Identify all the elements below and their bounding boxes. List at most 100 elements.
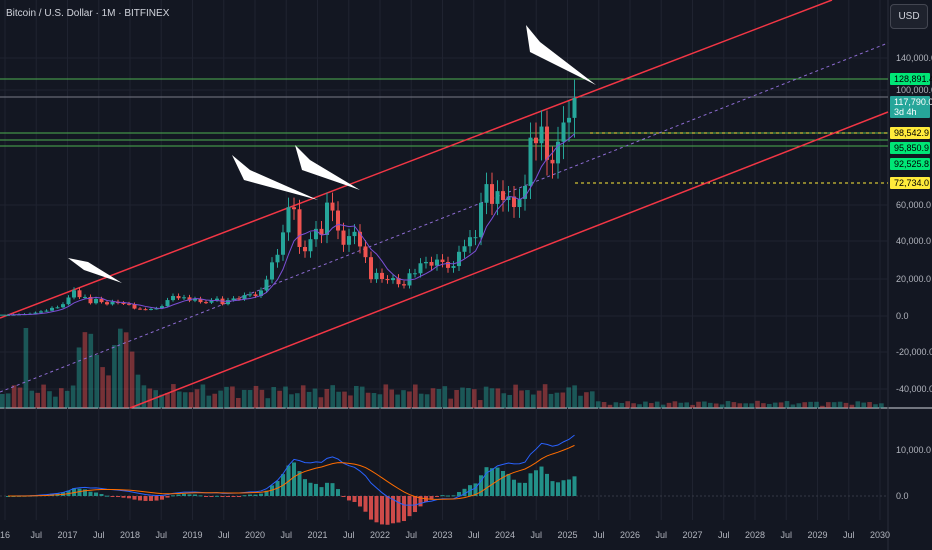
volume-bar — [147, 388, 153, 408]
volume-bar — [324, 389, 330, 408]
price-tag-label: 128,891.4 — [894, 74, 932, 84]
volume-bar — [466, 388, 471, 408]
macd-hist-bar — [336, 489, 340, 496]
volume-bar — [755, 400, 760, 408]
candle-body — [165, 300, 170, 307]
volume-bar — [607, 404, 613, 408]
candle-body — [495, 191, 500, 204]
candle-body — [358, 231, 362, 247]
volume-bar — [731, 402, 737, 408]
x-tick-label: Jul — [593, 530, 605, 540]
y-tick-label: 60,000.0 — [896, 200, 931, 210]
macd-hist-bar — [303, 479, 307, 496]
volume-bar — [460, 387, 465, 408]
volume-bar — [454, 389, 459, 408]
volume-bar — [418, 393, 424, 408]
candle-body — [325, 202, 329, 235]
volume-bar — [808, 401, 813, 408]
volume-bar — [690, 404, 695, 408]
volume-bar — [88, 333, 94, 408]
volume-bar — [737, 403, 743, 408]
volume-bar — [713, 403, 719, 408]
volume-bar — [318, 397, 324, 408]
macd-hist-bar — [374, 496, 379, 523]
macd-hist-bar — [121, 496, 126, 498]
volume-bar — [265, 398, 271, 408]
candle-body — [231, 298, 236, 301]
volume-bar — [336, 391, 341, 408]
x-tick-label: Jul — [30, 530, 42, 540]
candle-body — [154, 308, 159, 310]
macd-hist-bar — [556, 482, 560, 496]
candle-body — [567, 117, 571, 123]
candle-body — [319, 228, 324, 235]
candle-body — [66, 297, 71, 305]
candle-body — [539, 126, 544, 144]
volume-bar — [0, 394, 5, 408]
volume-bar — [820, 405, 825, 408]
macd-hist-bar — [204, 496, 208, 497]
volume-bar — [100, 367, 105, 408]
price-tag-label: 98,542.9 — [894, 128, 929, 138]
candle-body — [44, 310, 49, 312]
volume-bar — [300, 385, 306, 408]
macd-hist-bar — [550, 481, 555, 496]
macd-hist-bar — [160, 496, 164, 500]
moving-average — [7, 133, 575, 316]
candle-body — [105, 302, 109, 305]
volume-bar — [424, 394, 430, 408]
candle-body — [149, 308, 153, 310]
volume-bar — [837, 401, 843, 408]
volume-bar — [29, 390, 35, 408]
macd-hist-bar — [512, 479, 516, 496]
volume-bar — [11, 385, 17, 408]
volume-bar — [578, 395, 583, 408]
volume-bar — [259, 389, 265, 408]
candle-body — [138, 308, 142, 310]
macd-hist-bar — [429, 496, 434, 500]
macd-hist-bar — [490, 468, 494, 496]
volume-bar — [383, 384, 389, 408]
volume-bar — [649, 403, 654, 408]
volume-bar — [365, 392, 371, 408]
candle-body — [242, 295, 247, 300]
candle-body — [424, 261, 428, 264]
candle-body — [198, 298, 203, 303]
y-tick-label: -40,000.0 — [896, 384, 932, 394]
x-tick-label: Jul — [155, 530, 167, 540]
volume-bar — [772, 402, 778, 408]
macd-hist-bar — [94, 492, 98, 496]
candle-body — [363, 246, 368, 258]
volume-bar — [70, 385, 76, 408]
volume-bar — [879, 403, 884, 408]
candle-body — [171, 296, 175, 301]
x-tick-label: 2024 — [495, 530, 515, 540]
volume-bar — [359, 386, 365, 408]
macd-hist-bar — [231, 496, 236, 497]
volume-bar — [182, 392, 188, 408]
volume-bar — [135, 374, 141, 408]
candle-body — [435, 259, 439, 266]
y-tick-label: 40,000.0 — [896, 236, 931, 246]
volume-bar — [177, 391, 182, 408]
candle-body — [264, 279, 269, 291]
volume-bar — [702, 401, 707, 408]
annotation-arrow — [526, 25, 596, 85]
x-tick-label: Jul — [93, 530, 105, 540]
volume-bar — [477, 400, 483, 408]
volume-bar — [430, 388, 436, 408]
candle-body — [572, 98, 577, 118]
volume-bar — [501, 393, 507, 408]
volume-bar — [849, 404, 855, 408]
candle-body — [187, 297, 192, 301]
macd-y-tick-label: 10,000.0 — [896, 445, 931, 455]
macd-hist-bar — [83, 489, 87, 496]
currency-button[interactable]: USD — [890, 4, 928, 29]
candle-body — [446, 261, 450, 268]
macd-hist-bar — [413, 496, 417, 513]
volume-bar — [560, 392, 566, 408]
macd-hist-bar — [149, 496, 153, 501]
candle-body — [468, 237, 472, 247]
